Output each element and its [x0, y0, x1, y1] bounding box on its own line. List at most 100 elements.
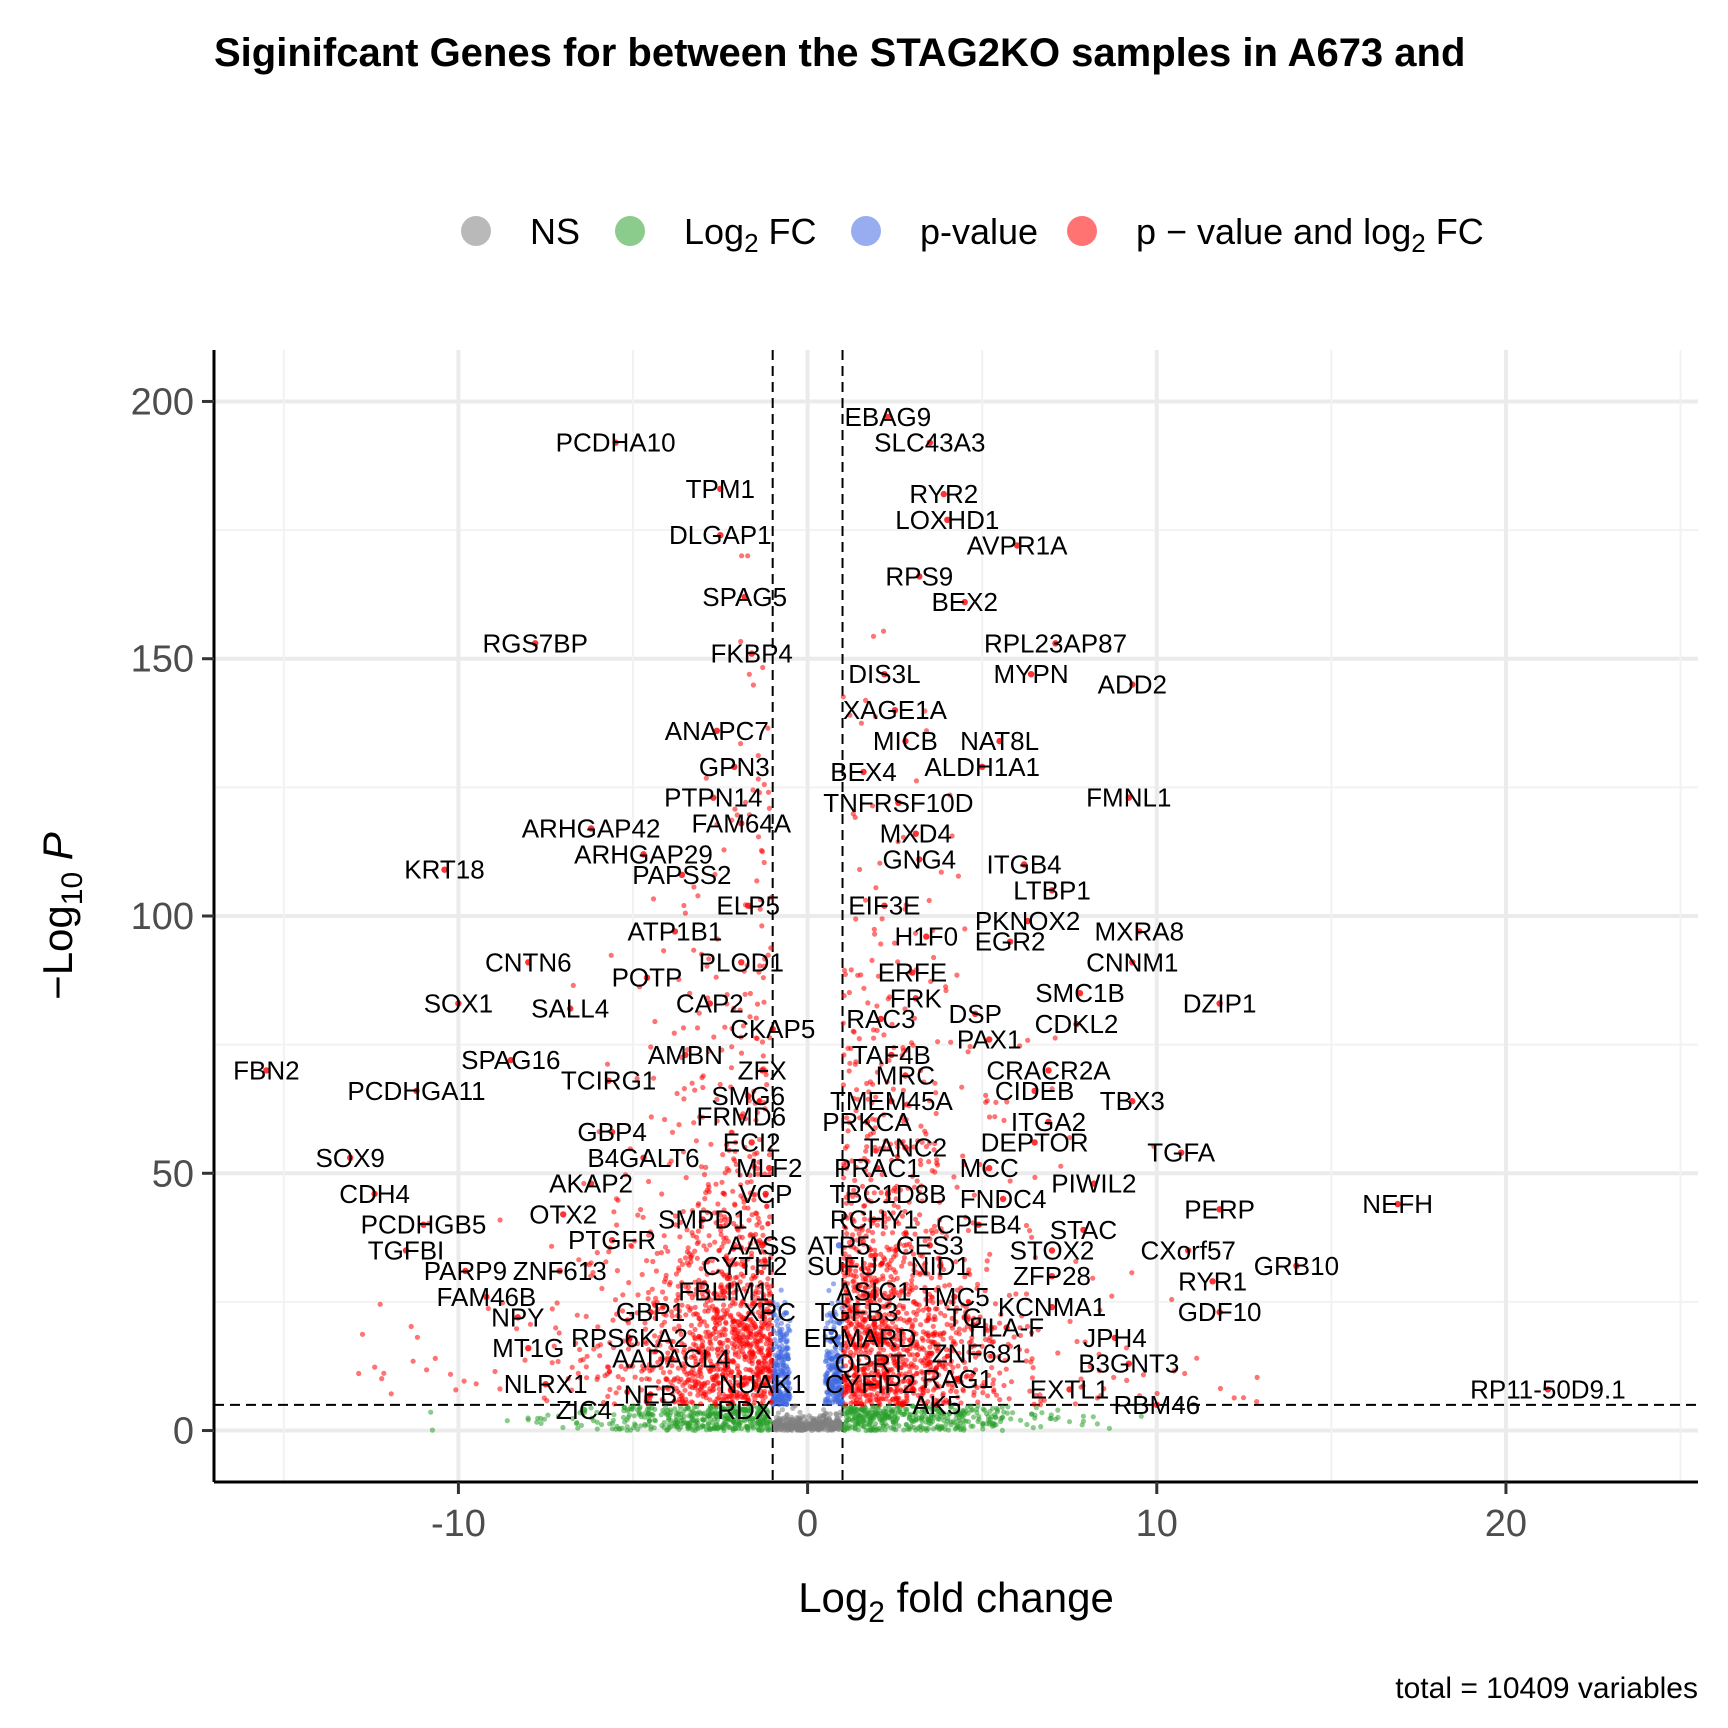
gene-label: TBX3	[1100, 1086, 1165, 1116]
point-log2fc	[652, 1406, 658, 1412]
point-log2fc	[1080, 1413, 1086, 1419]
point-pvalue	[774, 1362, 780, 1368]
point-log2fc	[594, 1426, 600, 1432]
gene-label: GNG4	[882, 844, 956, 874]
gene-label: TCIRG1	[561, 1066, 656, 1096]
gene-label: CKAP5	[730, 1014, 815, 1044]
data-points	[263, 413, 1552, 1434]
point-both	[879, 1171, 885, 1178]
legend: NS Log2 FC p-value p − value and log2 FC	[461, 211, 1484, 258]
point-both	[698, 1401, 704, 1407]
point-log2fc	[646, 1411, 652, 1417]
point-both	[710, 1316, 716, 1322]
point-both	[729, 1025, 735, 1032]
point-both	[731, 1345, 737, 1351]
point-log2fc	[902, 1406, 908, 1412]
point-both	[680, 1208, 686, 1215]
point-both	[720, 1152, 726, 1158]
point-both	[920, 1329, 927, 1335]
point-log2fc	[545, 1412, 551, 1418]
point-both	[356, 1370, 362, 1377]
point-log2fc	[912, 1410, 918, 1416]
point-log2fc	[753, 1415, 759, 1421]
point-log2fc	[982, 1407, 988, 1413]
point-both	[716, 1386, 722, 1392]
point-both	[846, 989, 853, 996]
point-both	[702, 1196, 708, 1202]
gene-label: TGFA	[1147, 1138, 1216, 1168]
point-both	[841, 1052, 847, 1058]
point-both	[682, 910, 689, 916]
gene-label: NEB	[624, 1380, 677, 1410]
point-log2fc	[1008, 1416, 1014, 1422]
point-log2fc	[1030, 1425, 1036, 1431]
point-log2fc	[700, 1411, 706, 1417]
point-log2fc	[933, 1406, 939, 1412]
point-log2fc	[538, 1420, 544, 1426]
point-both	[761, 859, 767, 866]
gene-label: CDKL2	[1035, 1009, 1119, 1039]
point-both	[1217, 1385, 1223, 1392]
point-NS	[803, 1419, 809, 1425]
legend-label-part: FC	[759, 211, 817, 252]
point-log2fc	[538, 1415, 544, 1421]
gene-label: AK5	[912, 1390, 961, 1420]
point-log2fc	[750, 1425, 756, 1431]
point-log2fc	[888, 1425, 894, 1431]
point-both	[879, 916, 885, 922]
point-pvalue	[826, 1287, 832, 1294]
point-pvalue	[829, 1357, 835, 1363]
point-pvalue	[824, 1352, 830, 1358]
point-both	[584, 1353, 590, 1359]
point-both	[706, 1389, 713, 1395]
point-pvalue	[829, 1362, 835, 1368]
point-log2fc	[645, 1422, 652, 1428]
gene-label: POTP	[612, 963, 683, 993]
point-both	[761, 1355, 767, 1361]
point-both	[701, 1380, 708, 1386]
point-both	[461, 1378, 467, 1384]
point-log2fc	[897, 1409, 904, 1416]
legend-label-part: p-value	[920, 211, 1038, 252]
point-log2fc	[989, 1414, 995, 1420]
point-both	[747, 1241, 753, 1247]
point-both	[761, 963, 767, 969]
point-both	[695, 893, 701, 899]
point-log2fc	[758, 1407, 764, 1414]
point-log2fc	[598, 1422, 605, 1428]
point-log2fc	[913, 1427, 919, 1433]
point-pvalue	[835, 1398, 841, 1404]
point-both	[751, 1088, 757, 1094]
grid-lines	[214, 350, 1698, 1482]
point-both	[855, 972, 861, 978]
point-both	[886, 1057, 892, 1063]
point-pvalue	[823, 1325, 829, 1331]
point-pvalue	[786, 1380, 792, 1386]
point-log2fc	[1094, 1421, 1100, 1427]
gene-label: CNTN6	[485, 947, 572, 977]
point-log2fc	[428, 1409, 434, 1415]
point-both	[1025, 1037, 1031, 1043]
point-both	[697, 1322, 703, 1328]
point-both	[882, 1224, 889, 1230]
point-both	[863, 1148, 869, 1154]
point-log2fc	[968, 1403, 974, 1409]
gene-label: BEX2	[931, 587, 998, 617]
point-log2fc	[841, 1427, 848, 1433]
point-log2fc	[862, 1412, 868, 1418]
point-both	[842, 1353, 848, 1359]
point-log2fc	[953, 1411, 959, 1417]
point-both	[699, 1357, 705, 1364]
point-log2fc	[712, 1416, 718, 1422]
gene-label: ZIC4	[556, 1395, 612, 1425]
point-both	[687, 1307, 693, 1313]
point-both	[726, 1290, 732, 1296]
point-log2fc	[673, 1417, 679, 1423]
point-both	[359, 1331, 366, 1337]
point-pvalue	[831, 1326, 837, 1333]
point-pvalue	[774, 1302, 781, 1308]
point-pvalue	[822, 1380, 829, 1386]
point-both	[919, 1345, 925, 1351]
gene-label: LTBP1	[1013, 875, 1091, 905]
point-both	[1037, 1402, 1043, 1408]
